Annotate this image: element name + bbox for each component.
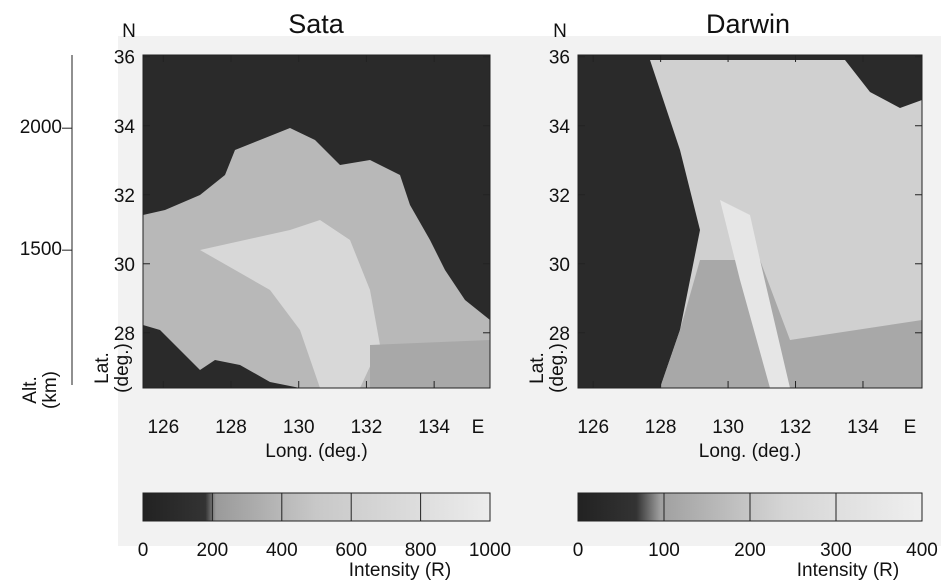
x-tick-label: 134 bbox=[847, 417, 879, 438]
colorbar-tick-label: 300 bbox=[820, 540, 852, 561]
x-tick-label: 126 bbox=[147, 417, 179, 438]
x-axis-label: Long. (deg.) bbox=[265, 441, 367, 462]
colorbar-tick-label: 0 bbox=[138, 540, 149, 561]
colorbar-tick-label: 400 bbox=[906, 540, 938, 561]
colorbar-tick-label: 600 bbox=[335, 540, 367, 561]
map-image bbox=[143, 55, 490, 388]
colorbar-label: Intensity (R) bbox=[797, 560, 899, 581]
y-tick-label: 32 bbox=[114, 186, 135, 207]
colorbar-tick-label: 0 bbox=[573, 540, 584, 561]
x-tick-label: 126 bbox=[577, 417, 609, 438]
x-axis-label: Long. (deg.) bbox=[699, 441, 801, 462]
y-axis-label: Lat. bbox=[92, 352, 113, 384]
chart-title: Sata bbox=[288, 9, 345, 39]
colorbar-tick-label: 200 bbox=[197, 540, 229, 561]
x-tick-label: 128 bbox=[645, 417, 677, 438]
figure: Sata N E 126 128 130 132 134 Long. (deg.) 28 30 32 3… bbox=[0, 0, 941, 581]
y-tick-label: 36 bbox=[114, 48, 135, 69]
x-tick-label: 132 bbox=[780, 417, 812, 438]
altitude-tick-label: 2000 bbox=[20, 117, 62, 138]
x-tick-label: 130 bbox=[712, 417, 744, 438]
colorbar-label: Intensity (R) bbox=[349, 560, 451, 581]
y-tick-label: 30 bbox=[114, 255, 135, 276]
colorbar-tick-label: 400 bbox=[266, 540, 298, 561]
corner-label: N bbox=[122, 21, 136, 42]
altitude-axis-label: Alt. bbox=[20, 376, 41, 403]
colorbar-tick-label: 800 bbox=[405, 540, 437, 561]
colorbar-tick-label: 200 bbox=[734, 540, 766, 561]
y-axis-label: (deg.) bbox=[547, 343, 568, 393]
y-tick-label: 28 bbox=[114, 324, 135, 345]
y-tick-label: 34 bbox=[549, 117, 571, 138]
y-tick-label: 28 bbox=[549, 324, 570, 345]
x-tick-label: 130 bbox=[283, 417, 315, 438]
y-tick-label: 34 bbox=[114, 117, 136, 138]
chart-title: Darwin bbox=[706, 9, 790, 39]
map-image bbox=[578, 55, 922, 388]
corner-label: N bbox=[553, 21, 567, 42]
altitude-tick-label: 1500 bbox=[20, 239, 62, 260]
y-axis-label: Lat. bbox=[527, 352, 548, 384]
x-tick-label: 128 bbox=[215, 417, 247, 438]
y-axis-label: (deg.) bbox=[112, 343, 133, 393]
x-tick-label: 132 bbox=[351, 417, 383, 438]
altitude-axis-label: (km) bbox=[40, 371, 61, 409]
y-tick-label: 36 bbox=[549, 48, 570, 69]
y-tick-label: 32 bbox=[549, 186, 570, 207]
y-tick-label: 30 bbox=[549, 255, 570, 276]
x-tick-label: 134 bbox=[418, 417, 450, 438]
corner-label: E bbox=[904, 417, 917, 438]
corner-label: E bbox=[472, 417, 485, 438]
colorbar-tick-label: 1000 bbox=[469, 540, 511, 561]
colorbar-tick-label: 100 bbox=[648, 540, 680, 561]
colorbar bbox=[143, 493, 490, 521]
page: Sata N E 126 128 130 132 134 Long. (deg.) 28 30 32 3… bbox=[0, 0, 941, 586]
